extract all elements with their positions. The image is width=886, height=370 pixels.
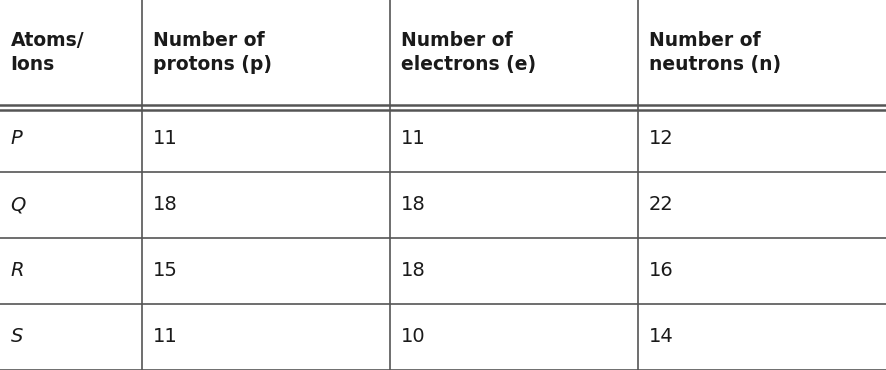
Text: 11: 11 (153, 129, 178, 148)
Text: 12: 12 (649, 129, 673, 148)
Text: 11: 11 (400, 129, 425, 148)
Text: Number of
electrons (e): Number of electrons (e) (400, 31, 536, 74)
Text: R: R (11, 261, 24, 280)
Text: 16: 16 (649, 261, 673, 280)
Text: 10: 10 (400, 327, 425, 346)
Text: Number of
neutrons (n): Number of neutrons (n) (649, 31, 781, 74)
Text: P: P (11, 129, 22, 148)
Text: 18: 18 (153, 195, 178, 214)
Text: Atoms/
Ions: Atoms/ Ions (11, 31, 84, 74)
Text: 18: 18 (400, 195, 425, 214)
Text: S: S (11, 327, 23, 346)
Text: 15: 15 (153, 261, 178, 280)
Text: 22: 22 (649, 195, 673, 214)
Text: Q: Q (11, 195, 26, 214)
Text: 14: 14 (649, 327, 673, 346)
Text: 18: 18 (400, 261, 425, 280)
Text: 11: 11 (153, 327, 178, 346)
Text: Number of
protons (p): Number of protons (p) (153, 31, 272, 74)
